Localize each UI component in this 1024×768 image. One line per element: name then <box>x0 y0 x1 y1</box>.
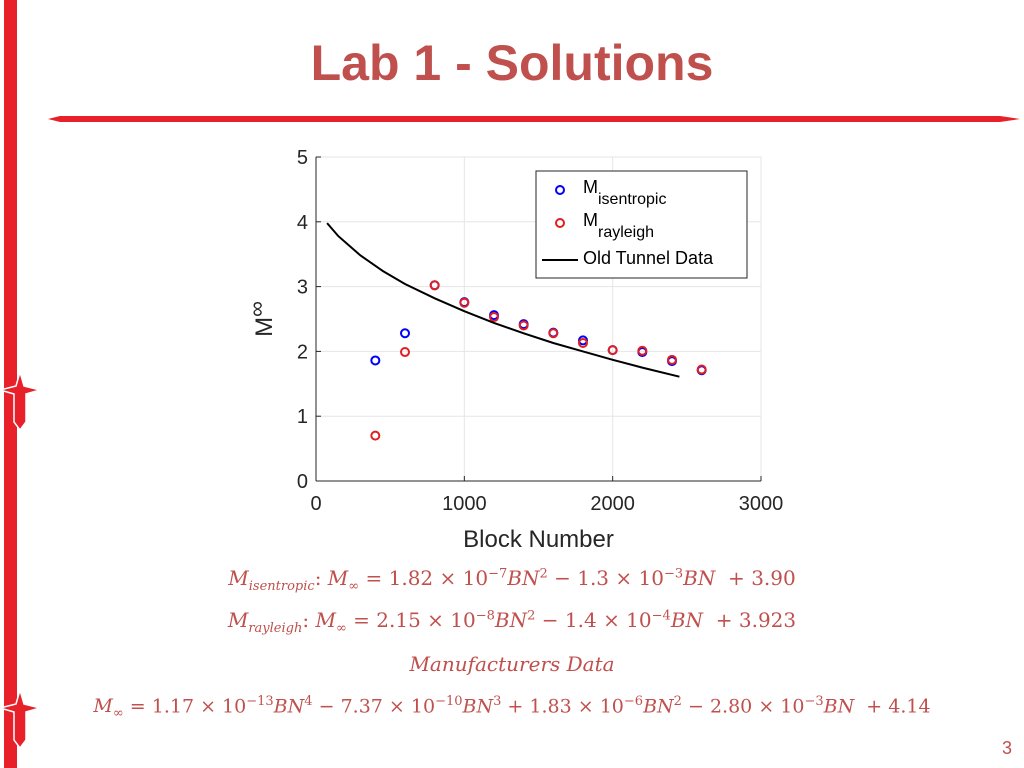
equation-rayleigh: Mrayleigh: M∞ = 2.15 × 10−8BN2 − 1.4 × 1… <box>227 608 797 636</box>
legend-label-0: Misentropic <box>583 177 666 208</box>
legend-swatch-1 <box>555 218 565 228</box>
y-tick-label-4: 4 <box>297 212 308 234</box>
point-rayleigh-3 <box>459 297 470 308</box>
eq-man-e4: −13 <box>246 694 274 709</box>
eq-man-e2: −6 <box>623 694 644 709</box>
sidebar-red-strip <box>4 0 17 768</box>
eq-man-c2: 1.83 <box>529 695 572 718</box>
point-rayleigh-1 <box>400 347 410 358</box>
point-rayleigh-8 <box>607 345 618 356</box>
eq-rayleigh-c1: 1.4 <box>564 608 597 632</box>
point-rayleigh-0 <box>370 430 381 441</box>
eq-isentropic-e1: −3 <box>663 566 684 582</box>
point-isentropic-0 <box>370 355 381 366</box>
series-line-old-tunnel <box>326 222 680 378</box>
chart-labels: 0 1000 2000 3000 0 1 2 3 4 5 Block Number M∞ <box>244 147 783 553</box>
title-underline <box>48 116 1020 122</box>
logo-icon-bottom <box>0 687 43 750</box>
eq-rayleigh-e1: −4 <box>651 608 671 624</box>
y-tick-label-0: 0 <box>297 471 308 493</box>
page-number: 3 <box>1001 738 1012 758</box>
sidebar-decoration <box>0 0 44 768</box>
point-rayleigh-6 <box>548 328 559 339</box>
x-axis-label: Block Number <box>463 526 614 553</box>
point-rayleigh-11 <box>696 364 707 375</box>
eq-man-c0: 4.14 <box>888 695 931 718</box>
eq-rayleigh-c2: 2.15 <box>376 608 421 632</box>
equation-manufacturers: M∞ = 1.17 × 10−13BN4 − 7.37 × 10−10BN3 +… <box>93 694 931 722</box>
legend-label-2: Old Tunnel Data <box>583 248 714 268</box>
y-tick-label-1: 1 <box>297 406 308 428</box>
eq-rayleigh-c0: 3.923 <box>738 608 797 632</box>
legend-label-1: Mrayleigh <box>583 210 654 241</box>
chart-axes <box>315 156 762 482</box>
mach-chart: 0 1000 2000 3000 0 1 2 3 4 5 Block Number M∞ Misent… <box>244 147 783 553</box>
eq-isentropic-c2: 1.82 <box>388 566 434 590</box>
point-rayleigh-4 <box>489 312 499 323</box>
chart-series <box>326 222 707 441</box>
eq-isentropic-c1: 1.3 <box>577 566 610 590</box>
x-tick-label-0: 0 <box>310 493 321 515</box>
y-tick-label-2: 2 <box>297 341 308 363</box>
eq-rayleigh-subscript: rayleigh <box>248 621 303 636</box>
equation-isentropic: Misentropic: M∞ = 1.82 × 10−7BN2 − 1.3 ×… <box>228 566 796 594</box>
eq-man-e3: −10 <box>435 694 463 709</box>
x-tick-label-2: 2000 <box>590 493 635 515</box>
eq-isentropic-c0: 3.90 <box>751 566 796 590</box>
slide-title: Lab 1 - Solutions <box>310 35 714 91</box>
manufacturers-label: Manufacturers Data <box>409 652 615 676</box>
point-rayleigh-5 <box>518 320 529 331</box>
point-rayleigh-9 <box>637 345 648 356</box>
y-tick-label-5: 5 <box>297 147 308 169</box>
x-tick-label-1: 1000 <box>442 493 487 515</box>
point-rayleigh-2 <box>429 280 440 291</box>
eq-man-c3: 7.37 <box>340 695 383 718</box>
y-tick-label-3: 3 <box>297 277 308 299</box>
point-rayleigh-10 <box>667 354 677 365</box>
point-isentropic-1 <box>400 328 410 339</box>
eq-isentropic-e2: −7 <box>488 566 508 582</box>
eq-man-c1: 2.80 <box>709 695 753 718</box>
x-tick-label-3: 3000 <box>739 493 784 515</box>
eq-isentropic-subscript: isentropic <box>248 579 315 594</box>
logo-icon-top <box>0 369 43 432</box>
eq-man-e1: −3 <box>804 694 824 709</box>
point-rayleigh-7 <box>578 337 588 348</box>
y-axis-label: M∞ <box>244 301 278 337</box>
eq-man-c4: 1.17 <box>151 695 195 718</box>
eq-rayleigh-e2: −8 <box>475 608 495 624</box>
legend-swatch-0 <box>555 185 565 195</box>
